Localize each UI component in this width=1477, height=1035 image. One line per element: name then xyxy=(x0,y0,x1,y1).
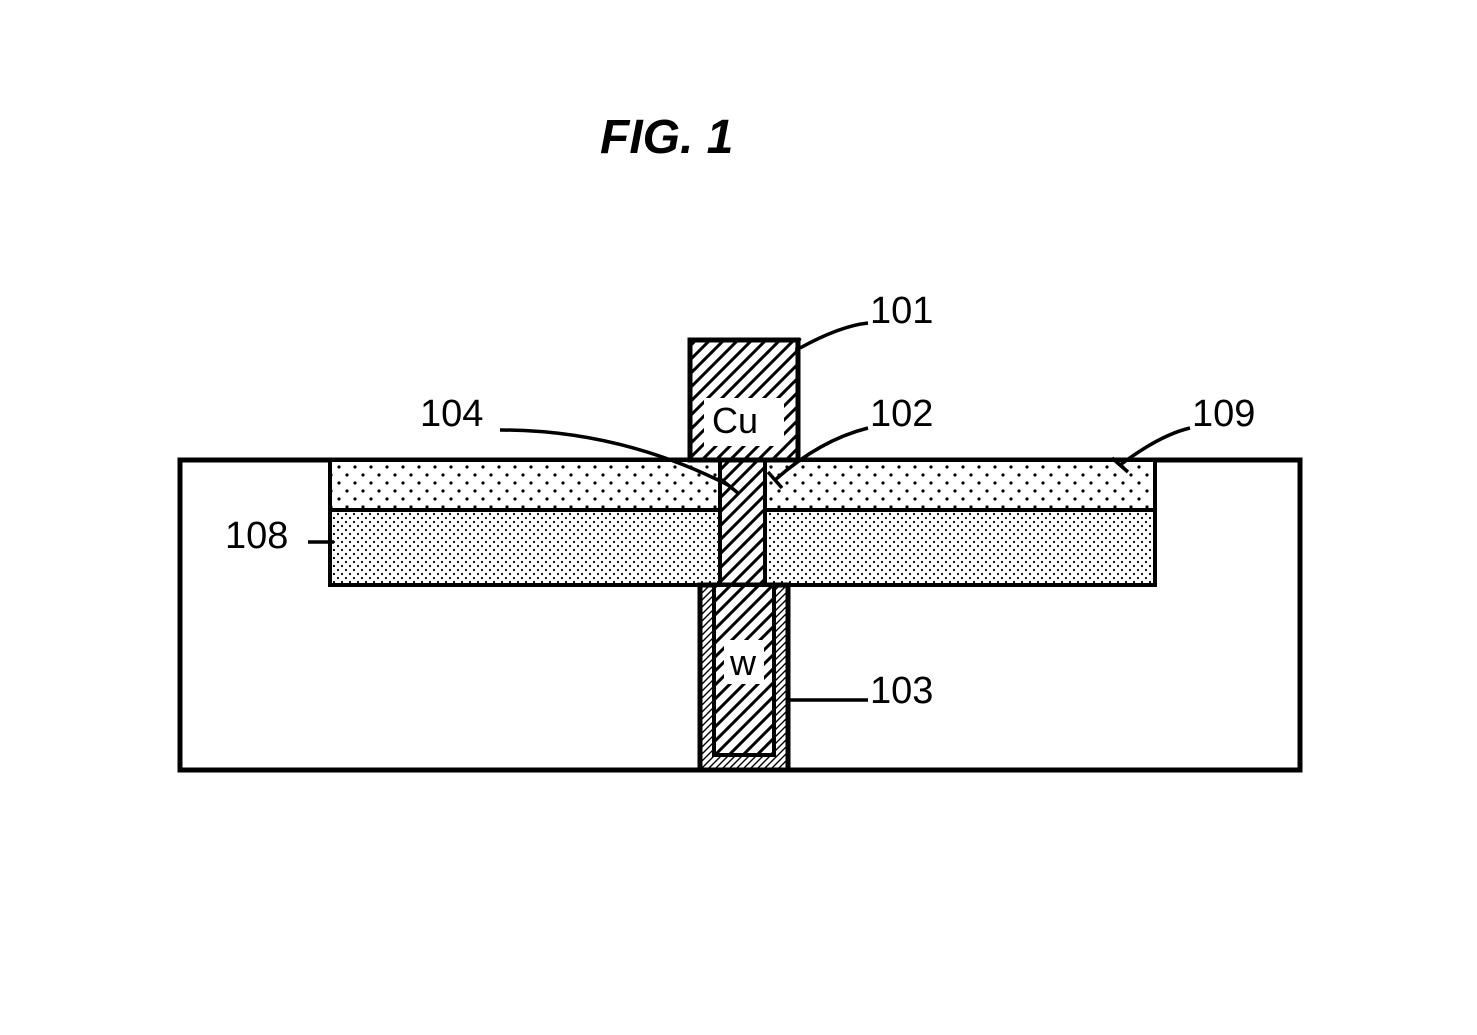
w-label: w xyxy=(730,642,756,684)
layer-109-right xyxy=(765,460,1155,510)
layer-108-left xyxy=(330,510,720,585)
callout-108: 108 xyxy=(225,515,288,558)
callout-101: 101 xyxy=(870,290,933,333)
layer-108-right xyxy=(765,510,1155,585)
callout-109: 109 xyxy=(1192,393,1255,436)
callout-102: 102 xyxy=(870,393,933,436)
figure-stage: FIG. 1 Cu w 101 104 102 109 108 103 xyxy=(0,0,1477,1035)
figure-title: FIG. 1 xyxy=(600,110,733,165)
cu-label: Cu xyxy=(712,400,758,442)
via-104 xyxy=(720,460,765,585)
layer-109-left xyxy=(330,460,720,510)
figure-svg xyxy=(0,0,1477,1035)
callout-103: 103 xyxy=(870,670,933,713)
callout-104: 104 xyxy=(420,393,483,436)
